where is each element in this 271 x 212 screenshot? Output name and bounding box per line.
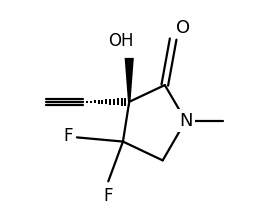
Text: F: F (104, 187, 113, 205)
Text: N: N (179, 112, 192, 130)
Text: OH: OH (108, 32, 134, 50)
Text: O: O (176, 19, 191, 37)
Polygon shape (125, 58, 134, 102)
Text: F: F (63, 127, 73, 145)
